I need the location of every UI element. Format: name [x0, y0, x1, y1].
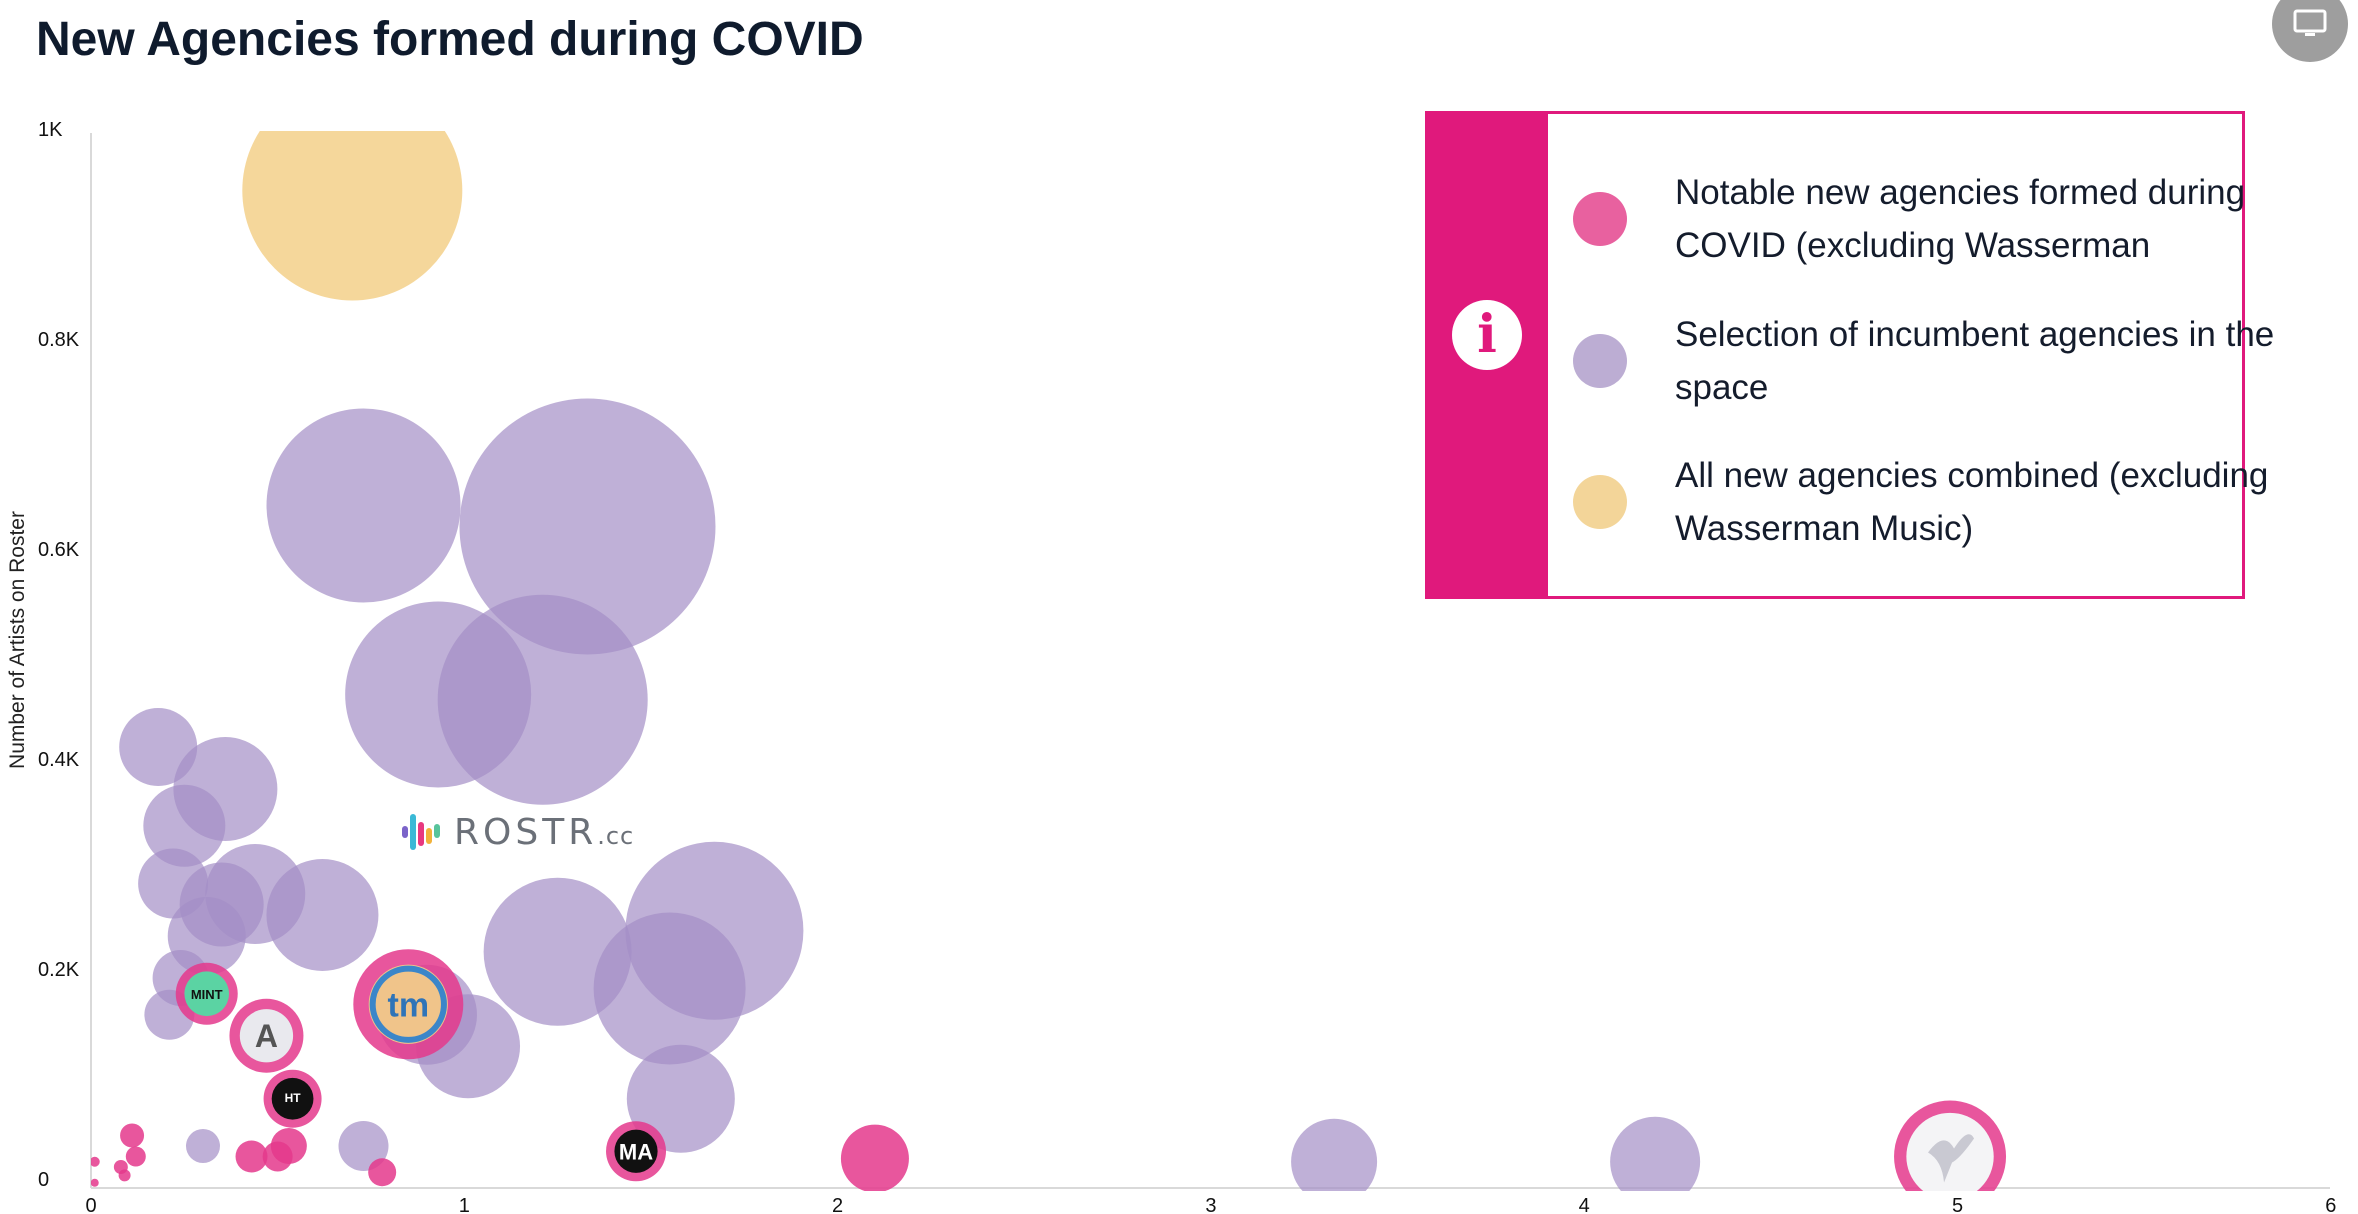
mint-logo-text: MINT [191, 987, 223, 1002]
monitor-icon [2293, 9, 2327, 36]
hometown-logo-icon [271, 1077, 314, 1120]
incumbent-bubble [143, 784, 226, 867]
new-bubble [235, 1140, 268, 1173]
x-tick-label: 0 [85, 1195, 96, 1214]
legend-box: i Notable new agencies formed during COV… [1425, 111, 2274, 599]
rostr-watermark: ROSTR.cc [400, 808, 634, 856]
incumbent-bubble [185, 1129, 220, 1163]
legend-dot-new [1573, 192, 1627, 246]
legend-item-new: Notable new agencies formed during COVID… [1573, 166, 2275, 272]
chart-title: New Agencies formed during COVID [36, 13, 864, 66]
tm-logo-ring [369, 965, 447, 1043]
rostr-logo-icon [402, 814, 440, 850]
x-tick-label: 6 [2325, 1195, 2336, 1214]
combined-bubble [242, 131, 463, 301]
y-tick-label: 0.2K [38, 959, 80, 981]
x-tick-label: 5 [1952, 1195, 1963, 1214]
plot-area: tm MINT A HT MA [91, 131, 2007, 1191]
mint-logo-icon [184, 971, 230, 1017]
incumbent-bubble [1291, 1118, 1378, 1191]
info-icon: i [1452, 300, 1522, 370]
ma-logo-text: MA [619, 1139, 653, 1164]
a-logo-icon [239, 1009, 294, 1063]
legend-item-combined: All new agencies combined (excluding Was… [1573, 449, 2275, 555]
incumbent-bubble [437, 594, 648, 805]
x-tick-label: 3 [1205, 1195, 1216, 1214]
new-bubble [125, 1146, 146, 1167]
y-tick-label: 1K [38, 119, 63, 141]
y-tick-label: 0 [38, 1169, 49, 1191]
incumbent-bubble [266, 859, 379, 971]
incumbent-bubble [626, 1044, 735, 1153]
legend-dot-incumbent [1573, 334, 1627, 388]
new-bubble [368, 1158, 397, 1187]
y-axis-label: Number of Artists on Roster [6, 511, 29, 769]
legend-item-incumbent: Selection of incumbent agencies in the s… [1573, 308, 2275, 414]
incumbent-bubble [459, 398, 716, 655]
incumbent-bubble [338, 1121, 389, 1171]
new-bubble [840, 1124, 909, 1191]
a-logo-text: A [255, 1018, 278, 1054]
new-bubble [120, 1123, 145, 1148]
x-tick-label: 1 [459, 1195, 470, 1214]
legend-dot-combined [1573, 475, 1627, 529]
tm-logo-text: tm [388, 986, 430, 1024]
new-bubble [91, 1156, 100, 1167]
hometown-logo-text: HT [285, 1091, 302, 1105]
x-tick-label: 2 [832, 1195, 843, 1214]
x-tick-label: 4 [1579, 1195, 1590, 1214]
new-bubble [91, 1178, 99, 1187]
y-tick-label: 0.8K [38, 329, 80, 351]
y-tick-label: 0.6K [38, 539, 80, 561]
legend-label-incumbent: Selection of incumbent agencies in the s… [1675, 315, 2275, 407]
screen-toggle-button[interactable] [2272, 0, 2348, 62]
tm-logo-icon [368, 964, 448, 1044]
new-bubble [118, 1169, 131, 1182]
ma-logo-icon [614, 1129, 658, 1173]
y-tick-label: 0.4K [38, 749, 80, 771]
bird-logo-shape [1928, 1134, 1975, 1183]
incumbent-bubble [119, 708, 198, 786]
legend-label-new: Notable new agencies formed during COVID… [1675, 173, 2246, 265]
new-bubble [270, 1128, 307, 1164]
incumbent-bubble [593, 912, 746, 1065]
incumbent-bubble [266, 408, 461, 603]
watermark-brand: ROSTR.cc [454, 811, 635, 853]
legend-label-combined: All new agencies combined (excluding Was… [1675, 456, 2269, 548]
incumbent-bubble [1610, 1116, 1701, 1191]
